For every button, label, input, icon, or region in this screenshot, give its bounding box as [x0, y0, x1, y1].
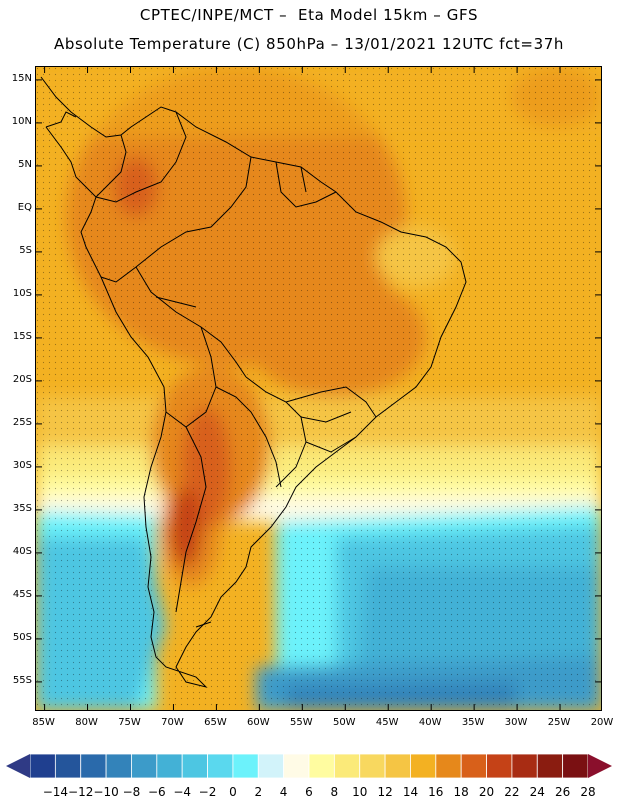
colorbar-label: 26: [554, 785, 571, 799]
longitude-label: 45W: [375, 717, 399, 728]
colorbar-label: 18: [453, 785, 469, 799]
latitude-label: EQ: [17, 201, 32, 213]
latitude-label: 10N: [11, 115, 32, 127]
map-title-line-1: CPTEC/INPE/MCT – Eta Model 15km – GFS: [139, 6, 479, 24]
latitude-label: 30S: [12, 459, 32, 471]
colorbar-label: 12: [377, 785, 393, 799]
latitude-label: 20S: [12, 373, 32, 385]
longitude-label: 55W: [290, 717, 313, 728]
latitude-label: 45S: [12, 588, 32, 600]
longitude-label: 75W: [118, 717, 141, 728]
colorbar-swatch: [536, 753, 564, 779]
colorbar-label: −6: [147, 785, 166, 799]
colorbar-swatch: [156, 753, 183, 779]
colorbar-label: 28: [580, 785, 596, 799]
colorbar: [6, 753, 612, 779]
longitude-label: 70W: [161, 717, 184, 728]
latitude-label: 55S: [12, 674, 32, 686]
longitude-label: 30W: [504, 717, 528, 728]
colorbar-swatch: [29, 753, 56, 779]
latitude-label: 15N: [11, 72, 32, 84]
map-title-line-2: Absolute Temperature (C) 850hPa – 13/01/…: [54, 35, 564, 53]
colorbar-max-arrow: [588, 754, 612, 778]
colorbar-label: 14: [402, 785, 419, 799]
longitude-label: 20W: [590, 717, 614, 728]
colorbar-label: 8: [330, 785, 339, 799]
map-canvas: [36, 67, 601, 710]
colorbar-label: 20: [478, 785, 495, 799]
colorbar-label: −2: [198, 785, 217, 799]
latitude-label: 5S: [19, 244, 32, 256]
grid-dots: [36, 67, 601, 710]
colorbar-swatch: [359, 753, 386, 779]
colorbar-swatch: [410, 753, 437, 779]
colorbar-swatch: [181, 753, 208, 779]
longitude-label: 35W: [461, 717, 485, 728]
colorbar-swatch: [384, 753, 411, 779]
colorbar-swatch: [511, 753, 538, 779]
longitude-label: 25W: [547, 717, 571, 728]
latitude-label: 50S: [12, 631, 32, 643]
colorbar-label: 24: [529, 785, 545, 799]
longitude-label: 85W: [32, 717, 55, 728]
longitude-label: 80W: [75, 717, 98, 728]
colorbar-swatch: [54, 753, 82, 779]
colorbar-label: −12: [68, 785, 94, 799]
latitude-label: 15S: [12, 330, 32, 342]
axis-ticks: [36, 67, 601, 710]
colorbar-label: 16: [428, 785, 444, 799]
colorbar-label: 0: [229, 785, 237, 799]
colorbar-swatch: [283, 753, 310, 779]
colorbar-swatch: [486, 753, 513, 779]
colorbar-label: 6: [305, 785, 313, 799]
colorbar-swatch: [333, 753, 361, 779]
colorbar-swatch: [435, 753, 462, 779]
colorbar-label: −14: [42, 785, 69, 799]
coastlines: [40, 76, 467, 688]
colorbar-swatch: [232, 753, 259, 779]
colorbar-swatch: [562, 753, 589, 779]
colorbar-label: −10: [93, 785, 119, 799]
colorbar-label: 10: [352, 785, 368, 799]
longitude-label: 65W: [204, 717, 227, 728]
colorbar-min-arrow: [6, 754, 30, 778]
latitude-label: 10S: [12, 287, 32, 299]
colorbar-label: −8: [122, 785, 141, 799]
latitude-label: 35S: [12, 502, 32, 514]
temperature-map: [35, 66, 602, 711]
longitude-label: 50W: [332, 717, 356, 728]
colorbar-swatch: [207, 753, 234, 779]
latitude-label: 25S: [12, 416, 32, 428]
latitude-label: 5N: [18, 158, 32, 170]
colorbar-label: −4: [173, 785, 192, 799]
colorbar-swatch: [460, 753, 487, 779]
colorbar-swatch: [80, 753, 107, 779]
longitude-label: 40W: [418, 717, 442, 728]
colorbar-label: 4: [279, 785, 288, 799]
colorbar-swatch: [105, 753, 132, 779]
colorbar-swatch: [131, 753, 158, 779]
colorbar-swatch: [308, 753, 335, 779]
colorbar-label: 2: [254, 785, 263, 799]
colorbar-swatch: [257, 753, 285, 779]
colorbar-label: 22: [504, 785, 520, 799]
latitude-label: 40S: [12, 545, 32, 557]
longitude-label: 60W: [247, 717, 270, 728]
